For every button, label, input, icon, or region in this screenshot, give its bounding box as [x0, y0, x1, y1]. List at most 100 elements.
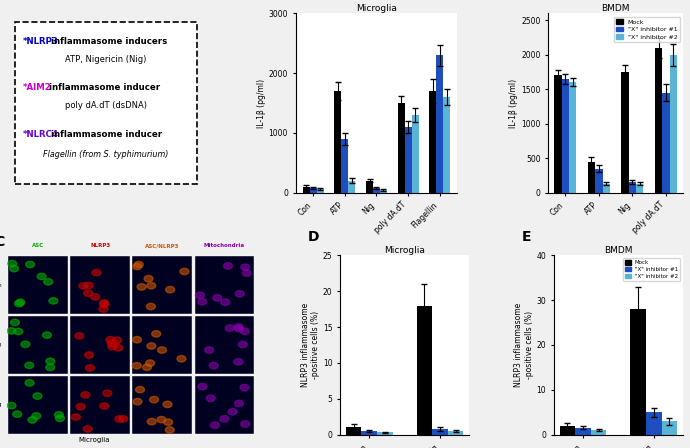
Circle shape: [10, 265, 19, 272]
Circle shape: [166, 286, 175, 293]
Circle shape: [33, 393, 42, 399]
Bar: [621, 72, 629, 193]
Circle shape: [8, 260, 17, 267]
Bar: [317, 189, 324, 193]
Bar: [595, 168, 602, 193]
Bar: [569, 82, 576, 193]
FancyBboxPatch shape: [195, 376, 254, 434]
Circle shape: [195, 292, 204, 298]
Text: Flagellin (from S. typhimurium): Flagellin (from S. typhimurium): [43, 150, 168, 159]
Circle shape: [90, 294, 99, 300]
Circle shape: [108, 344, 117, 350]
Bar: [397, 103, 404, 193]
Circle shape: [81, 392, 90, 398]
Circle shape: [14, 301, 23, 307]
Circle shape: [55, 412, 63, 418]
Circle shape: [235, 400, 244, 407]
Circle shape: [46, 358, 55, 365]
Text: D: D: [308, 230, 319, 244]
Circle shape: [132, 336, 141, 343]
Y-axis label: NLRP3 inflammasome
-positive cells (%): NLRP3 inflammasome -positive cells (%): [301, 303, 320, 387]
Bar: [366, 181, 373, 193]
Circle shape: [21, 341, 30, 348]
Circle shape: [43, 279, 52, 285]
Circle shape: [163, 401, 172, 408]
Circle shape: [71, 414, 80, 420]
Bar: [342, 139, 348, 193]
Text: Nig: Nig: [0, 342, 2, 348]
Circle shape: [144, 276, 153, 282]
Circle shape: [235, 290, 244, 297]
Title: Microglia: Microglia: [384, 246, 425, 254]
FancyBboxPatch shape: [132, 316, 192, 374]
Text: inflammasome inducer: inflammasome inducer: [46, 83, 161, 92]
Circle shape: [238, 341, 247, 348]
Bar: [588, 162, 595, 193]
Circle shape: [10, 319, 19, 326]
Circle shape: [166, 427, 175, 433]
Bar: [377, 432, 393, 435]
Circle shape: [146, 303, 155, 310]
Text: *AIM2: *AIM2: [23, 83, 52, 92]
FancyBboxPatch shape: [195, 316, 254, 374]
Text: inflammasome inducers: inflammasome inducers: [48, 37, 168, 46]
Text: NLRP3: NLRP3: [90, 243, 110, 248]
Circle shape: [234, 358, 243, 365]
Text: "X" inhibitor #2 4Nig: "X" inhibitor #2 4Nig: [0, 402, 2, 407]
Legend: Mock, "X" inhibitor #1, "X" inhibitor #2: Mock, "X" inhibitor #1, "X" inhibitor #2: [623, 258, 680, 281]
Circle shape: [240, 328, 249, 335]
Bar: [373, 188, 380, 193]
FancyBboxPatch shape: [8, 256, 68, 314]
Title: BMDM: BMDM: [602, 4, 630, 13]
Bar: [362, 431, 377, 435]
Circle shape: [205, 347, 214, 353]
Circle shape: [14, 328, 23, 335]
FancyBboxPatch shape: [195, 256, 254, 314]
Circle shape: [46, 364, 55, 370]
Bar: [575, 428, 591, 435]
Circle shape: [25, 380, 34, 386]
Circle shape: [43, 332, 52, 338]
Circle shape: [28, 417, 37, 423]
Circle shape: [75, 333, 83, 339]
Circle shape: [37, 273, 46, 280]
Text: B: B: [515, 0, 525, 2]
Circle shape: [100, 301, 109, 308]
FancyBboxPatch shape: [132, 256, 192, 314]
Bar: [602, 184, 610, 193]
Circle shape: [224, 263, 233, 269]
Text: ASC/NLRP3: ASC/NLRP3: [145, 243, 179, 248]
Circle shape: [7, 402, 16, 409]
Circle shape: [49, 297, 58, 304]
Bar: [429, 91, 436, 193]
Text: Mitochondria: Mitochondria: [204, 243, 245, 248]
Text: A: A: [255, 0, 266, 2]
Circle shape: [100, 403, 108, 409]
FancyBboxPatch shape: [8, 376, 68, 434]
Circle shape: [146, 360, 155, 366]
Bar: [448, 431, 464, 435]
Circle shape: [234, 323, 243, 330]
Circle shape: [83, 426, 92, 432]
Text: C: C: [0, 235, 5, 250]
Bar: [411, 115, 419, 193]
Bar: [310, 188, 317, 193]
Circle shape: [242, 270, 251, 276]
FancyBboxPatch shape: [132, 376, 192, 434]
Circle shape: [12, 411, 21, 418]
Bar: [380, 190, 387, 193]
Title: Microglia: Microglia: [356, 4, 397, 13]
Circle shape: [26, 261, 34, 268]
Circle shape: [119, 416, 128, 422]
Bar: [432, 429, 448, 435]
Bar: [631, 309, 646, 435]
Circle shape: [32, 413, 41, 419]
Circle shape: [55, 415, 64, 422]
Circle shape: [132, 263, 141, 270]
Circle shape: [135, 261, 144, 268]
Circle shape: [206, 395, 215, 401]
Circle shape: [25, 362, 34, 369]
Circle shape: [198, 383, 207, 390]
Circle shape: [135, 387, 144, 393]
Circle shape: [108, 340, 117, 347]
